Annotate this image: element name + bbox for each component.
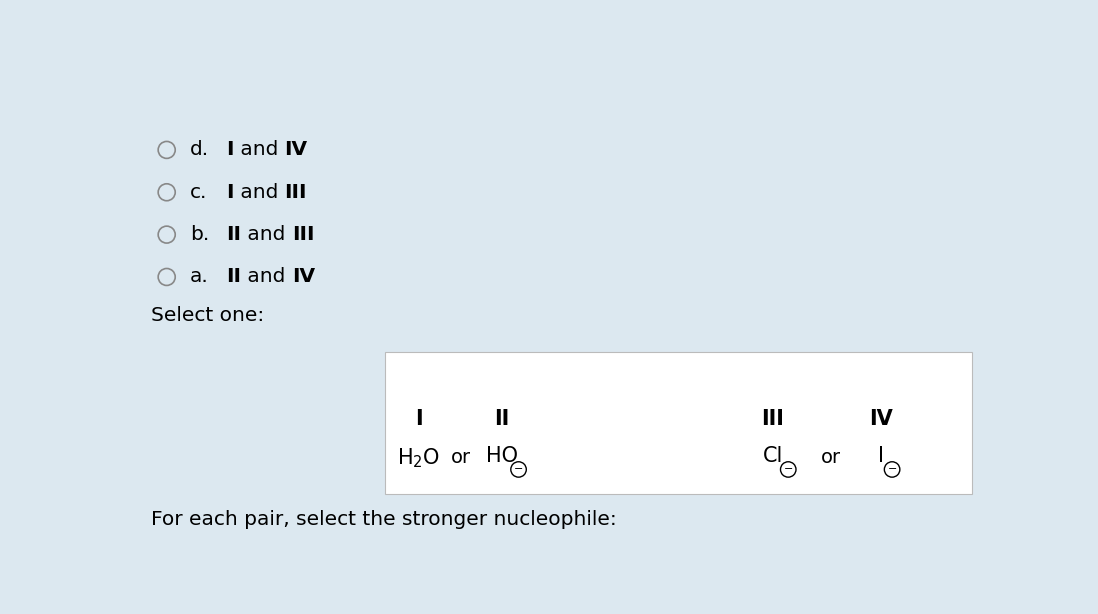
Text: and: and — [242, 225, 292, 244]
Text: II: II — [494, 410, 509, 429]
Text: HO: HO — [485, 446, 517, 465]
Text: I: I — [878, 446, 884, 465]
Text: I: I — [226, 141, 234, 160]
Text: d.: d. — [190, 141, 209, 160]
Text: For each pair, select the stronger nucleophile:: For each pair, select the stronger nucle… — [152, 510, 617, 529]
Text: −: − — [514, 464, 524, 475]
Text: or: or — [821, 448, 841, 467]
Text: −: − — [887, 464, 897, 475]
Text: and: and — [234, 141, 284, 160]
Text: III: III — [292, 225, 315, 244]
Text: I: I — [415, 410, 423, 429]
Text: a.: a. — [190, 268, 209, 287]
Text: II: II — [226, 225, 242, 244]
Text: I: I — [226, 183, 234, 202]
Text: and: and — [242, 268, 292, 287]
Text: II: II — [226, 268, 242, 287]
Text: III: III — [284, 183, 307, 202]
Text: IV: IV — [292, 268, 315, 287]
Text: Cl: Cl — [763, 446, 783, 465]
Text: and: and — [234, 183, 284, 202]
Text: c.: c. — [190, 183, 208, 202]
Text: III: III — [761, 410, 784, 429]
Text: −: − — [784, 464, 793, 475]
Text: or: or — [451, 448, 471, 467]
Bar — [385, 352, 972, 494]
Text: IV: IV — [870, 410, 893, 429]
Text: H$_2$O: H$_2$O — [397, 446, 440, 470]
Text: b.: b. — [190, 225, 210, 244]
Text: IV: IV — [284, 141, 307, 160]
Text: Select one:: Select one: — [152, 306, 265, 325]
